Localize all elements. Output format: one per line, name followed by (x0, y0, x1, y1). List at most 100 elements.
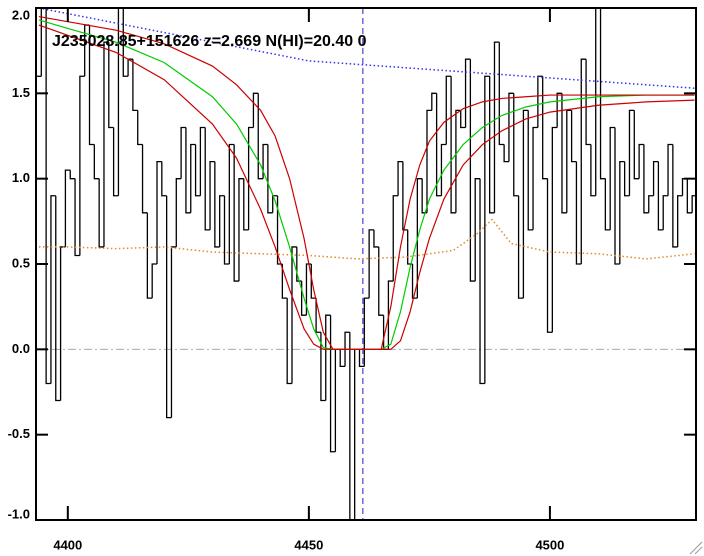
flux-step (296, 246, 302, 282)
flux-step (546, 178, 553, 333)
flux-step (170, 246, 177, 418)
flux-step (180, 126, 186, 179)
flux-step (643, 144, 649, 214)
flux-step (112, 127, 119, 197)
flux-step (378, 246, 384, 316)
flux-step (402, 161, 408, 231)
flux-step (368, 229, 374, 299)
flux-step (667, 143, 673, 196)
flux-step (257, 93, 264, 180)
flux-step (156, 160, 162, 264)
flux-step (45, 8, 51, 385)
flux-step (339, 349, 346, 368)
y-tick-label: 0.0 (12, 341, 30, 356)
flux-step (387, 280, 394, 350)
flux-step (551, 126, 558, 333)
flux-step (411, 264, 418, 299)
flux-step (460, 110, 466, 129)
flux-step (479, 178, 485, 385)
flux-step (252, 92, 259, 128)
flux-step (108, 42, 114, 129)
flux-step (291, 246, 297, 384)
x-tick-label: 4450 (294, 537, 323, 552)
flux-step (286, 298, 292, 385)
flux-step (469, 59, 476, 282)
flux-step (344, 331, 350, 367)
flux-step (93, 144, 100, 180)
flux-step (50, 195, 56, 384)
flux-step (522, 109, 529, 299)
flux-step (146, 212, 153, 299)
y-tick-label: -0.5 (8, 426, 30, 441)
flux-step (686, 178, 693, 214)
flux-step (619, 160, 625, 264)
flux-step (267, 144, 273, 214)
y-tick-label: 2.0 (12, 7, 30, 22)
flux-step (262, 143, 268, 179)
flux-step (166, 195, 172, 419)
flux-step (233, 144, 239, 282)
flux-step (590, 144, 596, 197)
flux-step (431, 92, 437, 111)
flux-step (247, 126, 254, 230)
flux-step (508, 92, 514, 162)
flux-step (329, 315, 336, 453)
flux-step (498, 42, 505, 146)
flux-step (532, 126, 538, 230)
y-tick-label: 0.5 (12, 255, 30, 270)
flux-step (464, 58, 471, 128)
flux-step (609, 126, 616, 230)
plot-area (36, 8, 696, 520)
flux-step (141, 144, 148, 214)
flux-step (648, 195, 654, 213)
flux-step (542, 76, 548, 180)
flux-step (517, 195, 524, 299)
flux-step (185, 127, 191, 214)
annotation: J235028.85+151626 z=2.669 N(HI)=20.40 0 (52, 33, 367, 50)
flux-step (633, 110, 640, 180)
flux-step (363, 297, 370, 367)
flux-step (416, 178, 423, 299)
dotted-curve (38, 218, 695, 260)
flux-step (175, 178, 182, 247)
flux-step (513, 93, 519, 197)
flux-step (440, 143, 447, 196)
flux-step (450, 76, 456, 214)
flux-step (604, 178, 611, 231)
flux-step (161, 161, 167, 197)
flux-step (397, 160, 403, 196)
flux-step (662, 195, 669, 230)
flux-step (88, 25, 95, 146)
flux-step (209, 160, 215, 230)
flux-step (435, 93, 442, 197)
flux-step (214, 161, 220, 248)
flux-step (566, 109, 572, 213)
flux-step (570, 110, 577, 163)
x-tick-label: 4400 (53, 537, 82, 552)
flux-step (373, 229, 379, 248)
y-tick-label: 1.5 (12, 85, 30, 100)
flux-step (575, 161, 582, 265)
flux-step (657, 161, 664, 231)
flux-step (243, 178, 249, 231)
flux-step (580, 58, 587, 264)
flux-step (305, 263, 312, 316)
flux-step (132, 59, 138, 112)
flux-step (614, 127, 620, 265)
flux-step (122, 8, 129, 77)
flux-step (358, 349, 365, 368)
flux-step (556, 92, 562, 128)
flux-step (628, 109, 635, 196)
y-tick-label: -1.0 (8, 506, 30, 521)
flux-step (79, 75, 85, 256)
flux-step (204, 127, 211, 231)
flux-step (137, 110, 143, 146)
flux-step (199, 126, 206, 196)
flux-step (527, 110, 534, 231)
dotted-curve (38, 8, 695, 89)
flux-step (392, 195, 399, 282)
flux-step (585, 59, 591, 146)
flux-step (40, 8, 47, 77)
flux-step (349, 332, 351, 520)
